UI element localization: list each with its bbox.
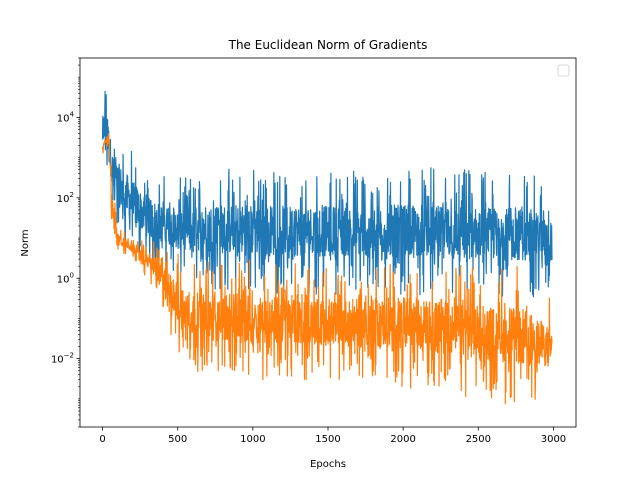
x-tick-label: 2500 bbox=[466, 434, 491, 445]
plot-frame bbox=[79, 57, 577, 428]
x-tick-label: 2000 bbox=[390, 434, 415, 445]
series-line-0 bbox=[101, 90, 553, 298]
y-axis-label: Norm bbox=[20, 229, 31, 256]
x-tick-label: 0 bbox=[99, 434, 105, 445]
x-tick-label: 3000 bbox=[541, 434, 566, 445]
x-axis-label: Epochs bbox=[310, 459, 346, 470]
series-line-1 bbox=[101, 133, 553, 405]
x-tick-label: 1500 bbox=[315, 434, 340, 445]
series-layer bbox=[101, 90, 553, 405]
y-tick-label: 100 bbox=[57, 271, 74, 285]
chart-title: The Euclidean Norm of Gradients bbox=[228, 38, 428, 52]
x-tick-label: 500 bbox=[168, 434, 187, 445]
y-tick-label: 102 bbox=[57, 191, 74, 205]
x-tick-label: 1000 bbox=[240, 434, 265, 445]
y-tick-label: 104 bbox=[57, 110, 75, 124]
legend-box bbox=[557, 64, 570, 77]
y-tick-label: 10−2 bbox=[51, 352, 74, 366]
